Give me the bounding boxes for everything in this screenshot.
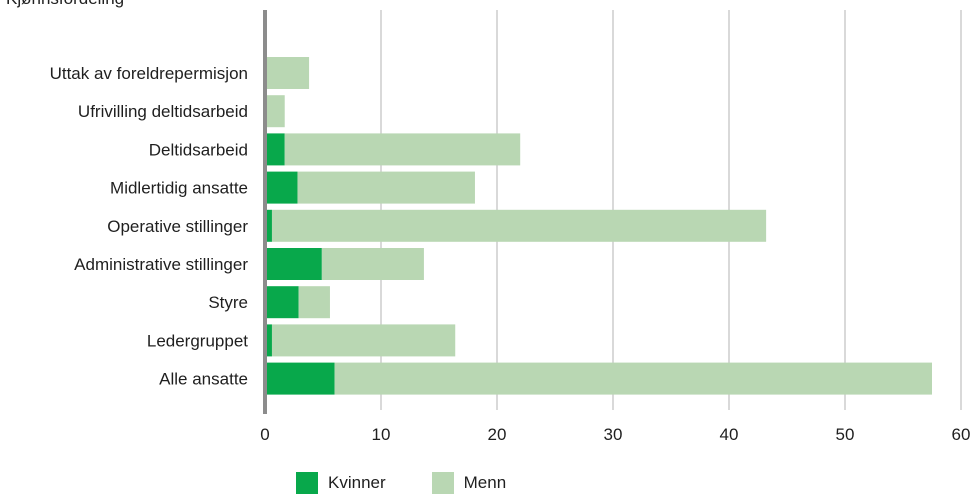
bar-menn-0 — [265, 57, 310, 89]
bar-menn-6 — [298, 286, 330, 319]
category-label-4: Operative stillinger — [107, 217, 248, 236]
bar-menn-4 — [271, 209, 767, 242]
x-tick-label-40: 40 — [720, 425, 739, 444]
category-label-2: Deltidsarbeid — [149, 140, 248, 159]
category-label-1: Ufrivilling deltidsarbeid — [78, 102, 248, 121]
legend-swatch-menn — [431, 472, 454, 494]
x-tick-label-10: 10 — [372, 425, 391, 444]
chart-title: Kjønnsfordeling — [6, 0, 124, 9]
category-label-7: Ledergruppet — [147, 331, 248, 350]
legend-label-menn: Menn — [463, 473, 507, 492]
bar-kvinner-4 — [265, 209, 272, 242]
legend-item-kvinner: Kvinner — [296, 472, 386, 494]
bar-kvinner-3 — [265, 171, 298, 204]
x-tick-label-20: 20 — [488, 425, 507, 444]
bar-menn-8 — [334, 362, 933, 395]
legend-swatch-kvinner — [296, 472, 318, 494]
bar-menn-2 — [284, 133, 521, 166]
x-tick-label-60: 60 — [952, 425, 971, 444]
bar-menn-5 — [321, 248, 424, 280]
stacked-bar-chart: Uttak av foreldrepermisjon Ufrivilling de… — [50, 10, 971, 444]
category-label-3: Midlertidig ansatte — [110, 179, 248, 198]
bar-kvinner-2 — [265, 133, 285, 166]
bar-kvinner-6 — [265, 286, 299, 319]
bar-menn-3 — [297, 171, 475, 204]
category-label-0: Uttak av foreldrepermisjon — [50, 64, 248, 83]
x-tick-label-0: 0 — [260, 425, 269, 444]
bar-kvinner-5 — [265, 248, 322, 280]
category-label-8: Alle ansatte — [159, 370, 248, 389]
legend: Kvinner Menn — [296, 472, 506, 494]
bar-menn-1 — [265, 95, 285, 128]
legend-item-menn: Menn — [431, 472, 507, 494]
bar-menn-7 — [271, 324, 456, 357]
x-tick-label-50: 50 — [836, 425, 855, 444]
bar-kvinner-8 — [265, 362, 335, 395]
category-label-5: Administrative stillinger — [74, 255, 248, 274]
category-label-6: Styre — [208, 293, 248, 312]
legend-label-kvinner: Kvinner — [328, 473, 386, 492]
bar-kvinner-7 — [265, 324, 272, 357]
x-tick-label-30: 30 — [604, 425, 623, 444]
